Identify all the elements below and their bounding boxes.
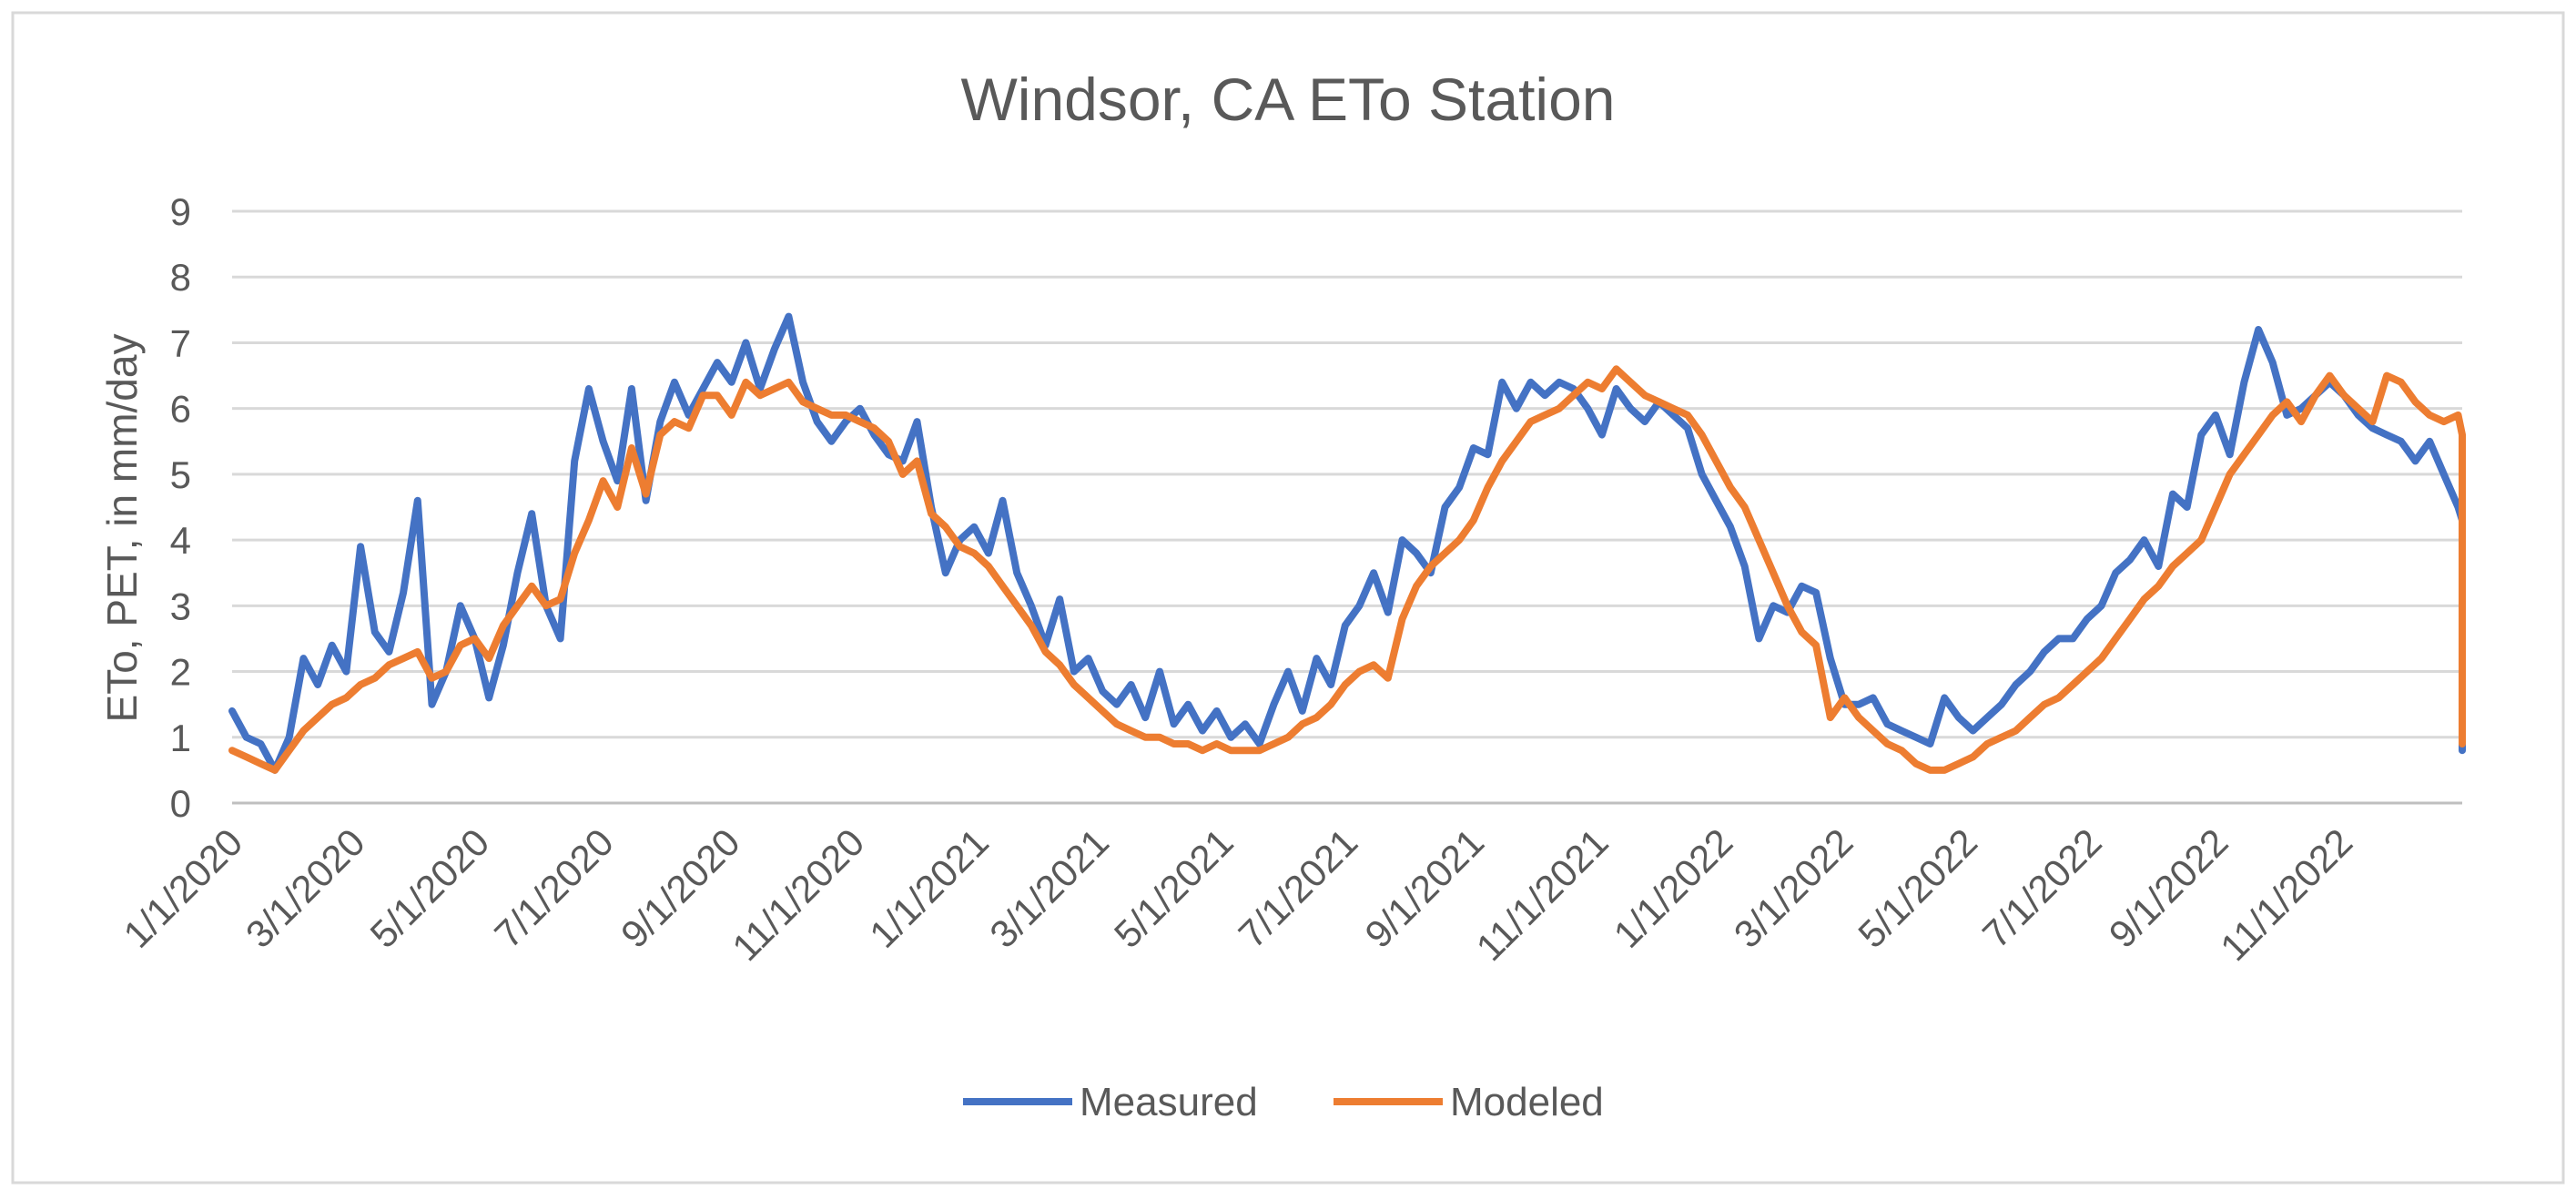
series-line-modeled bbox=[228, 365, 2466, 774]
y-tick-label: 4 bbox=[170, 519, 191, 562]
y-tick-label: 5 bbox=[170, 453, 191, 496]
y-tick-labels: 0 1 2 3 4 5 6 7 8 9 bbox=[170, 190, 191, 825]
legend: Measured Modeled bbox=[963, 1080, 1604, 1124]
y-tick-label: 7 bbox=[170, 321, 191, 364]
y-tick-label: 8 bbox=[170, 256, 191, 299]
legend-label-measured: Measured bbox=[1080, 1080, 1258, 1124]
y-tick-label: 1 bbox=[170, 717, 191, 759]
chart-title: Windsor, CA ETo Station bbox=[960, 66, 1615, 133]
chart-border bbox=[11, 11, 2565, 1185]
y-tick-label: 3 bbox=[170, 585, 191, 627]
y-tick-label: 0 bbox=[170, 782, 191, 825]
y-tick-label: 2 bbox=[170, 651, 191, 694]
legend-label-modeled: Modeled bbox=[1450, 1080, 1604, 1124]
y-axis-label: ETo, PET, in mm/day bbox=[98, 334, 146, 723]
y-tick-label: 9 bbox=[170, 190, 191, 233]
y-tick-label: 6 bbox=[170, 388, 191, 431]
gridlines bbox=[232, 209, 2462, 805]
series-lines bbox=[228, 312, 2466, 774]
